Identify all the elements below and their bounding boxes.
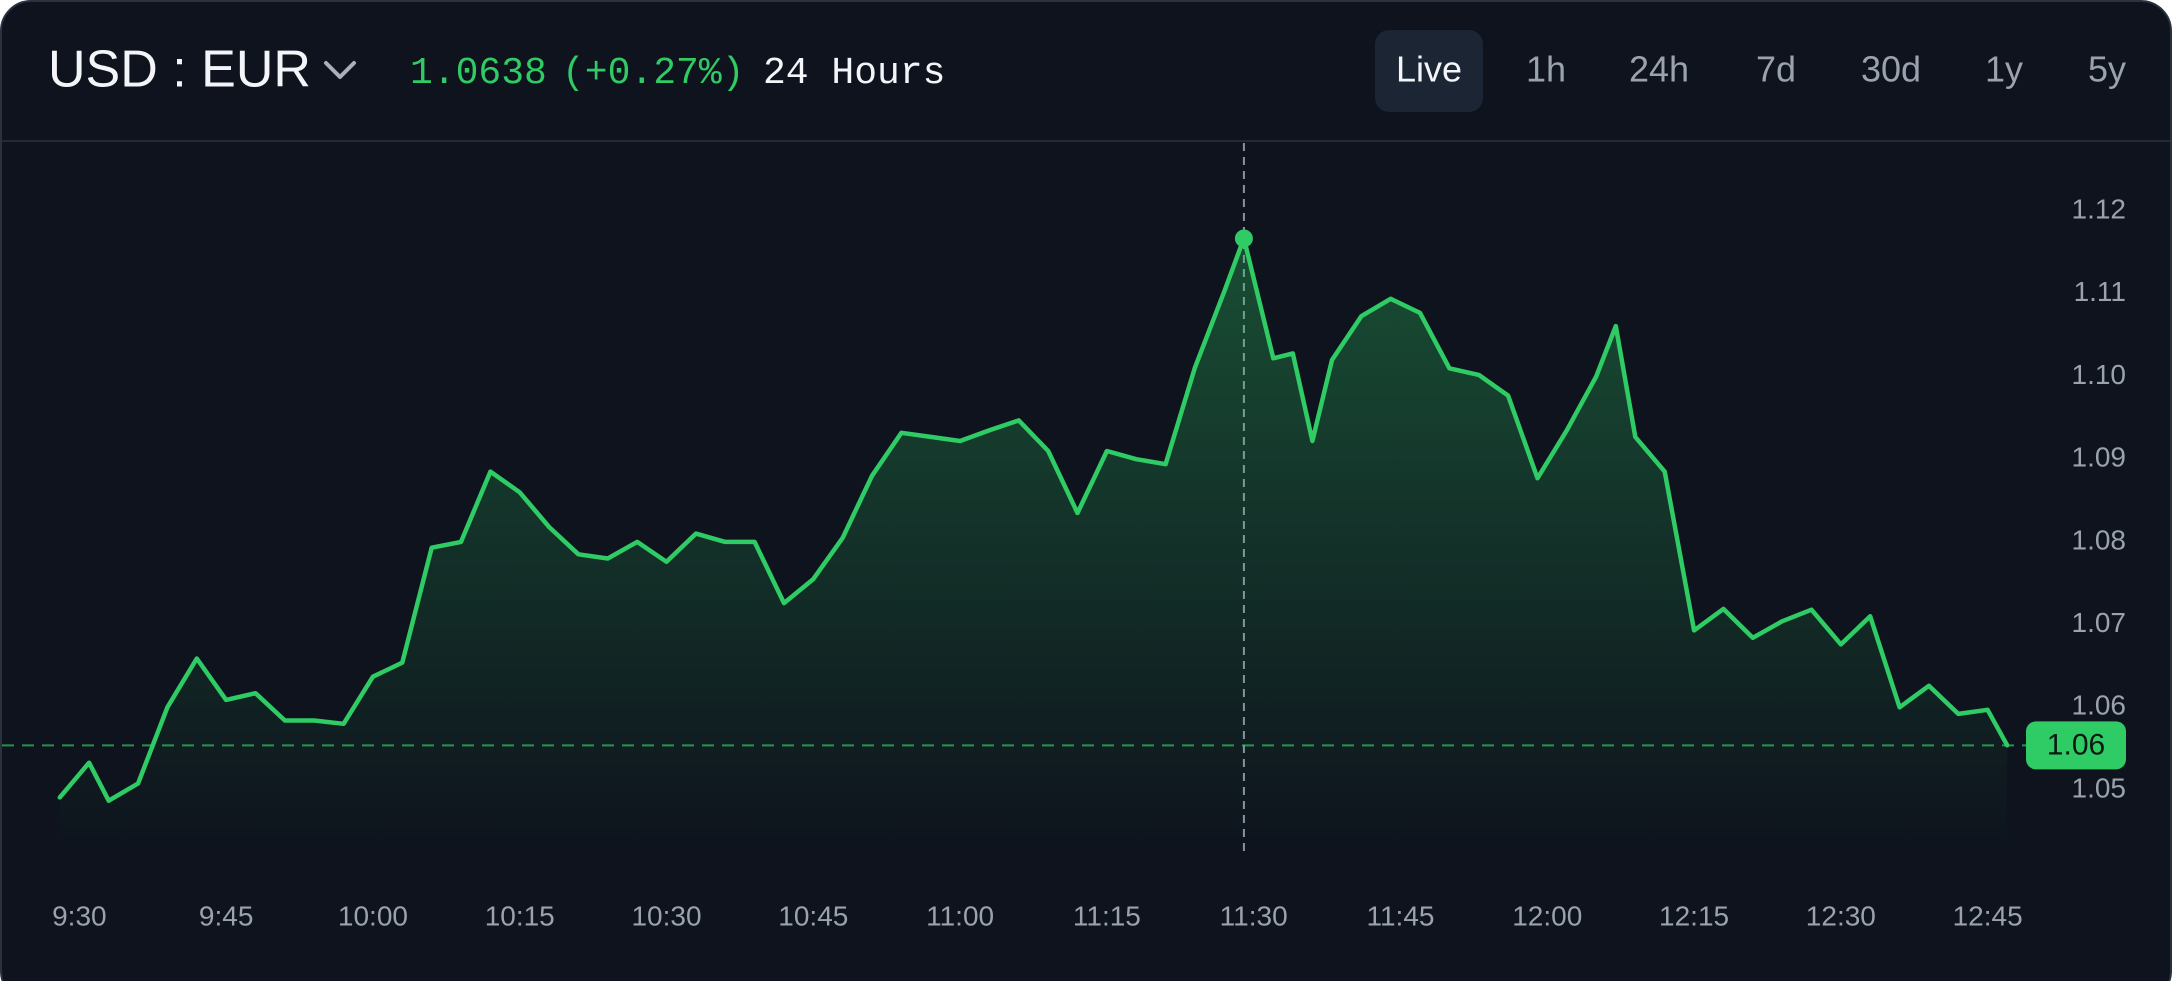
period: 24 Hours <box>763 52 945 95</box>
y-tick-label: 1.12 <box>2072 194 2127 225</box>
y-tick-label: 1.07 <box>2072 607 2127 638</box>
range-active-bg[interactable] <box>1375 30 1483 112</box>
x-tick-label: 11:45 <box>1366 900 1434 931</box>
y-tick-label: 1.08 <box>2072 524 2127 555</box>
area-fill <box>59 238 2008 852</box>
x-tick-label: 9:30 <box>52 900 107 931</box>
x-tick-label: 12:15 <box>1659 900 1729 931</box>
x-tick-label: 11:00 <box>926 900 994 931</box>
x-tick-label: 11:30 <box>1220 900 1288 931</box>
x-tick-label: 10:00 <box>338 900 408 931</box>
price-line <box>57 236 2010 803</box>
y-tick-label: 1.05 <box>2072 772 2127 803</box>
crosshair-point <box>1234 229 1253 248</box>
dropdown-chevron[interactable] <box>324 61 356 79</box>
price-tag-label: 1.06 <box>2047 728 2105 761</box>
x-tick-label: 9:45 <box>199 900 254 931</box>
range-button[interactable]: 1y <box>1985 49 2023 90</box>
change: (+0.27%) <box>562 52 744 95</box>
x-tick-label: 10:15 <box>485 900 555 931</box>
x-tick-label: 12:30 <box>1806 900 1876 931</box>
x-tick-label: 12:00 <box>1512 900 1582 931</box>
range-button[interactable]: 30d <box>1861 49 1921 90</box>
range-button[interactable]: 5y <box>2088 49 2126 90</box>
y-tick-label: 1.10 <box>2072 359 2127 390</box>
x-tick-label: 10:30 <box>631 900 701 931</box>
pair-title[interactable]: USD : EUR <box>48 41 311 99</box>
range-button[interactable]: Live <box>1396 49 1462 90</box>
y-tick-label: 1.06 <box>2072 690 2127 721</box>
plot: 1.05 1.06 1.07 1.08 1.09 1.10 1.11 1.12 9:30 9:45… <box>2 143 2126 931</box>
x-tick-label: 12:45 <box>1953 900 2023 931</box>
range-buttons: Live 1h 24h 7d 30d 1y 5y <box>1375 30 2126 112</box>
range-button[interactable]: 24h <box>1629 49 1689 90</box>
range-button[interactable]: 1h <box>1526 49 1566 90</box>
price-tag <box>2026 721 2126 770</box>
price: 1.0638 <box>410 52 547 95</box>
range-button[interactable]: 7d <box>1756 49 1796 90</box>
x-tick-label: 10:45 <box>778 900 848 931</box>
y-tick-label: 1.11 <box>2074 276 2126 307</box>
x-tick-label: 11:15 <box>1073 900 1141 931</box>
y-tick-label: 1.09 <box>2072 442 2127 473</box>
